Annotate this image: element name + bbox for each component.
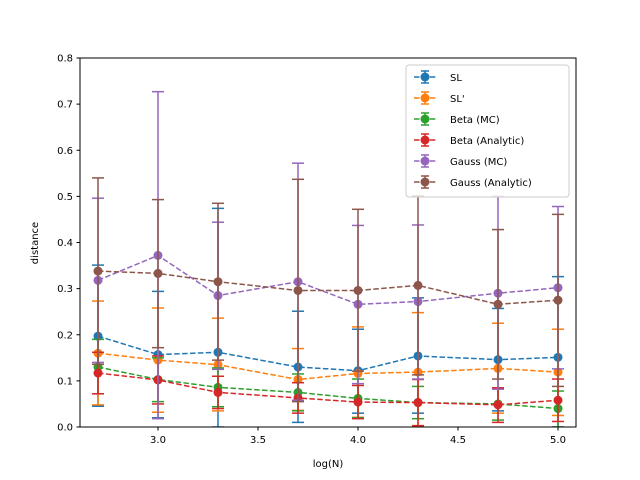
data-point [553,295,563,305]
legend-marker [420,72,430,82]
x-tick-label: 5.0 [550,435,566,446]
data-point [413,280,423,290]
data-point [153,268,163,278]
plot-area [92,90,564,427]
legend-item: SL' [414,91,465,105]
legend-marker [420,135,430,145]
data-point [293,285,303,295]
data-point [213,277,223,287]
legend-label: Gauss (MC) [450,157,507,168]
y-tick-label: 0.2 [57,330,73,341]
data-point [93,266,103,276]
y-tick-label: 0.8 [57,54,73,65]
series-line [97,372,559,406]
legend-label: Beta (Analytic) [450,136,524,147]
series-5 [92,177,564,403]
legend-label: SL' [450,94,465,105]
series-line [97,270,559,306]
data-point [493,299,503,309]
y-axis-label: distance [30,222,41,264]
series-layer [92,90,564,427]
legend-item: Gauss (Analytic) [414,175,532,189]
legend-item: SL [414,70,462,84]
data-point [353,397,363,407]
y-tick-label: 0.0 [57,423,73,434]
y-tick-label: 0.6 [57,146,73,157]
y-tick-label: 0.7 [57,100,73,111]
series-line [97,366,559,410]
y-tick-label: 0.4 [57,238,73,249]
x-tick-label: 3.0 [150,435,166,446]
series-line [97,352,559,381]
series-line [97,254,559,306]
legend-label: SL [450,73,462,84]
legend-item: Gauss (MC) [414,154,507,168]
x-axis-label: log(N) [313,459,344,470]
data-point [353,285,363,295]
data-point [93,368,103,378]
y-tick-label: 0.5 [57,192,73,203]
data-point [493,400,503,410]
legend-marker [420,156,430,166]
legend-marker [420,93,430,103]
legend-label: Beta (MC) [450,115,500,126]
legend-item: Beta (MC) [414,112,500,126]
y-tick-label: 0.3 [57,284,73,295]
legend: SL SL' Beta (MC) Beta (Analytic) Gauss (MC) G… [405,64,570,198]
axes: 3.0 3.5 4.0 4.5 5.0 0.0 0.1 0.2 0.3 0.4 0.5 0.6 0.7 0… [57,54,577,446]
data-point [553,395,563,405]
series-line [97,335,559,372]
legend-item: Beta (Analytic) [414,133,524,147]
data-point [413,398,423,408]
y-tick-label: 0.1 [57,376,73,387]
legend-marker [420,177,430,187]
x-tick-label: 3.5 [250,435,266,446]
legend-box [405,64,570,198]
x-tick-label: 4.5 [450,435,466,446]
data-point [213,387,223,397]
legend-marker [420,114,430,124]
legend-label: Gauss (Analytic) [450,178,532,189]
x-tick-label: 4.0 [350,435,366,446]
